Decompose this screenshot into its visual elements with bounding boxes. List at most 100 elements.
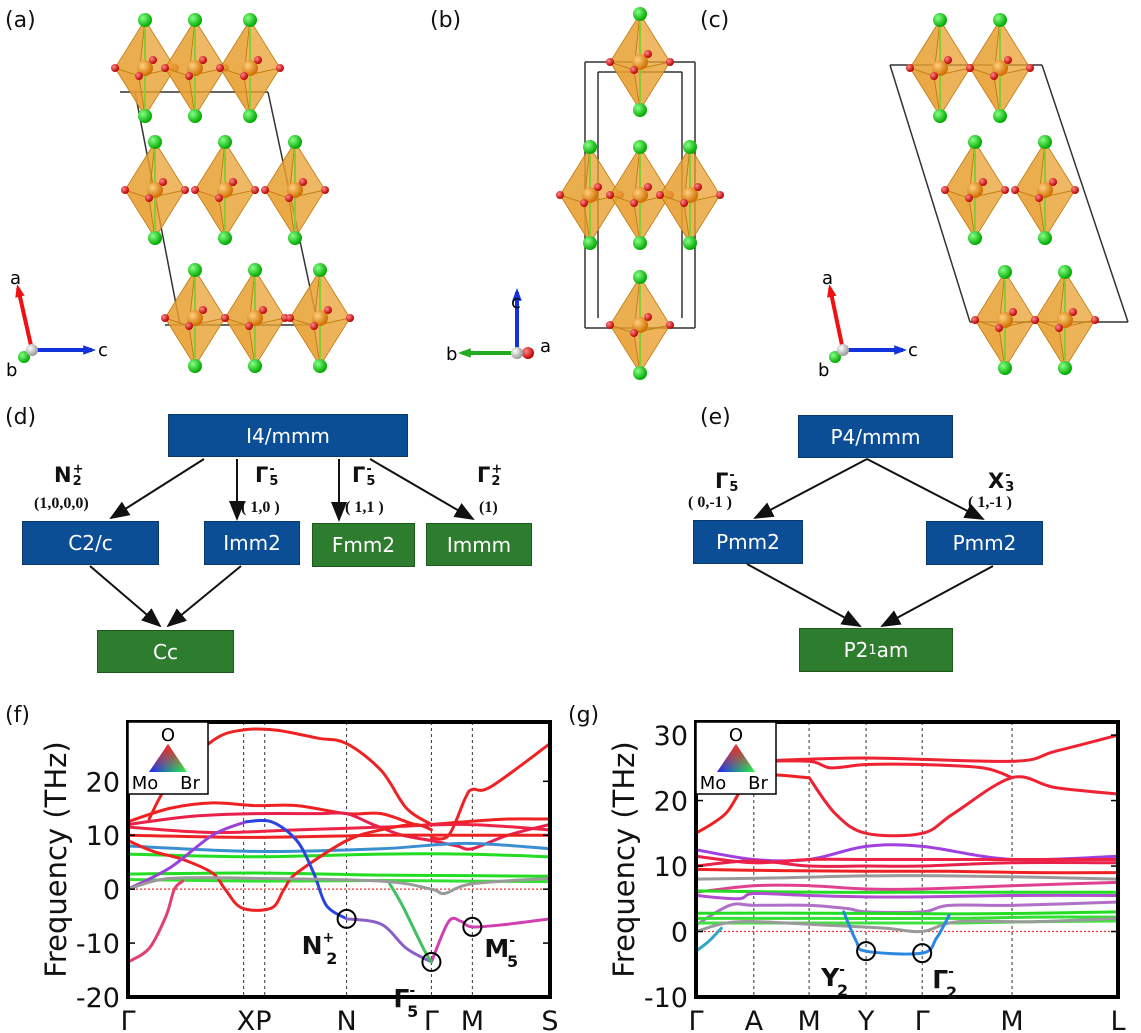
- soft-mode-label: Y- 2: [820, 962, 848, 1000]
- amplitude-gamma2-plus: (1): [479, 499, 498, 516]
- phonon-band-3: [128, 811, 550, 851]
- arrow-pmm2-left-p21am: [746, 563, 862, 627]
- panel-label-d: (d): [5, 405, 37, 430]
- x-tick-label: M: [797, 1006, 820, 1033]
- phonon-band-12: [244, 818, 349, 921]
- y-tick-label: 10: [86, 821, 120, 852]
- arrow-i4mmm-c2c: [109, 458, 205, 520]
- br-atom: [243, 13, 257, 27]
- br-atom: [633, 270, 647, 284]
- phonon-band-14: [429, 916, 550, 964]
- mo-atom: [632, 54, 648, 70]
- arrow-c2c-cc: [89, 565, 162, 628]
- phonon-band-16: [388, 882, 433, 964]
- br-atom: [683, 236, 697, 250]
- o-atom: [1001, 186, 1009, 194]
- octahedron: [556, 140, 624, 250]
- x-tick-label: Γ: [120, 1006, 135, 1033]
- x-tick-label: A: [745, 1006, 764, 1033]
- arrow-i4mmm-immm: [369, 458, 475, 521]
- label-sub: 2: [326, 949, 337, 968]
- o-atom: [259, 306, 267, 314]
- soft-mode-marker: [856, 941, 877, 962]
- mo-atom: [932, 60, 948, 76]
- o-atom: [965, 194, 973, 202]
- o-atom: [1069, 308, 1077, 316]
- octahedron-face: [248, 317, 286, 368]
- br-atom: [248, 359, 262, 373]
- irrep-n2-plus: N +2: [54, 462, 84, 489]
- axis-arrow-a: [16, 287, 34, 351]
- legend-label-o: O: [161, 725, 175, 746]
- mo-atom: [187, 310, 203, 326]
- phonon-band-6: [696, 859, 1118, 868]
- phonon-band-11: [696, 891, 1118, 901]
- soft-mode-marker: [912, 943, 933, 964]
- o-atom: [1031, 316, 1039, 324]
- br-atom: [148, 135, 162, 149]
- mo-atom: [242, 60, 258, 76]
- node-cc: Cc: [97, 630, 234, 673]
- br-atom: [633, 7, 647, 21]
- o-atom: [199, 306, 207, 314]
- o-atom: [145, 194, 153, 202]
- phonon-band-5: [128, 822, 550, 835]
- phonon-band-1: [807, 775, 1118, 838]
- br-atom: [633, 103, 647, 117]
- phonon-band-8: [128, 871, 550, 878]
- o-atom: [556, 191, 564, 199]
- mo-atom: [632, 317, 648, 333]
- br-atom: [633, 366, 647, 380]
- amplitude-gamma5-minus-1: ( 1,0 ): [241, 499, 280, 516]
- mo-atom: [582, 187, 598, 203]
- axis-origin: [837, 344, 849, 356]
- phonon-band-16: [696, 916, 1118, 934]
- octahedron-face: [138, 67, 176, 118]
- br-atom: [218, 231, 232, 245]
- o-atom: [944, 56, 952, 64]
- mo-atom: [967, 182, 983, 198]
- phonon-band-2: [128, 801, 550, 827]
- o-atom: [630, 199, 638, 207]
- octahedron: [191, 135, 259, 245]
- y-tick-label: 0: [671, 918, 688, 949]
- irrep-x3-minus: X-3: [988, 468, 1015, 495]
- octahedron-face: [633, 61, 671, 112]
- node-i4mmm: I4/mmm: [168, 414, 408, 457]
- o-atom: [181, 186, 189, 194]
- octahedron-face: [313, 317, 351, 368]
- o-atom: [606, 321, 614, 329]
- label-sub: 2: [837, 981, 848, 1000]
- octahedron-face: [998, 319, 1036, 370]
- o-atom: [135, 72, 143, 80]
- o-atom: [310, 322, 318, 330]
- octahedron: [606, 7, 674, 117]
- legend-label-mo: Mo: [700, 773, 727, 794]
- axis-label-a-up: a: [10, 268, 22, 289]
- o-atom: [644, 313, 652, 321]
- octahedron: [286, 263, 354, 373]
- br-atom: [998, 265, 1012, 279]
- x-tick-label: Γ: [915, 1006, 930, 1033]
- o-atom: [630, 329, 638, 337]
- panel-label-a: (a): [5, 8, 36, 33]
- irrep-gamma5-minus-1: Γ-5: [255, 462, 279, 489]
- axis-label-b-up: c: [511, 292, 521, 313]
- x-tick-label: Γ: [688, 1006, 703, 1033]
- label-base: Γ: [393, 984, 409, 1013]
- amplitude-n2-plus: (1,0,0,0): [34, 495, 89, 512]
- octahedron-face: [243, 67, 281, 118]
- octahedron-face: [288, 189, 326, 240]
- octahedron: [906, 13, 974, 123]
- panel-label-b: (b): [430, 8, 462, 33]
- o-atom: [716, 191, 724, 199]
- o-atom: [185, 322, 193, 330]
- y-tick-label: -20: [76, 983, 120, 1014]
- axis-arrow-c-head: [894, 345, 907, 355]
- br-atom: [968, 135, 982, 149]
- node-fmm2: Fmm2: [312, 523, 415, 567]
- br-atom: [288, 135, 302, 149]
- br-atom: [313, 263, 327, 277]
- phonon-band-7: [696, 867, 1118, 875]
